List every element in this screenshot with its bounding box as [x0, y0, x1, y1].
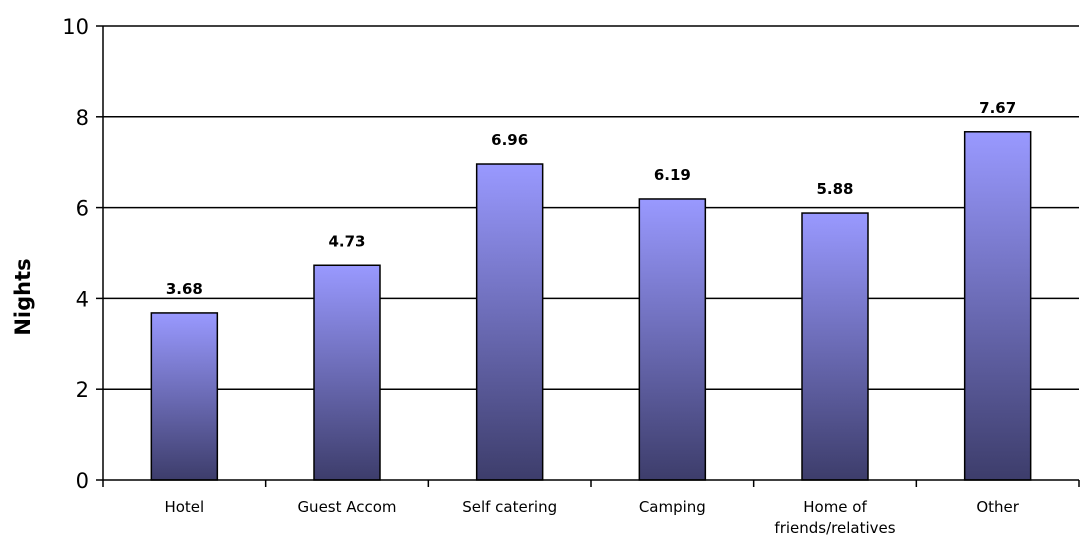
x-category-label: Other: [976, 498, 1019, 516]
y-tick-label: 4: [76, 287, 89, 311]
data-label: 3.68: [166, 280, 203, 298]
y-tick-label: 8: [76, 106, 89, 130]
data-label: 6.96: [491, 131, 528, 149]
x-category-label: Camping: [639, 498, 706, 516]
data-label: 6.19: [654, 166, 691, 184]
data-label: 4.73: [328, 232, 365, 250]
x-category-label: Hotel: [164, 498, 204, 516]
y-tick-label: 6: [76, 197, 89, 221]
data-label: 7.67: [979, 99, 1016, 117]
y-axis-title: Nights: [11, 258, 35, 335]
data-label: 5.88: [816, 180, 853, 198]
y-tick-label: 2: [76, 378, 89, 402]
x-category-label: Home of friends/relatives: [774, 498, 895, 537]
bar: [150, 312, 219, 481]
x-category-label: Guest Accom: [297, 498, 396, 516]
bar: [638, 198, 707, 481]
bar: [963, 131, 1032, 481]
bars: [150, 131, 1032, 481]
labels: 0 2 4 6 8 10 3.68 Hotel 4.73 Guest Accom 6.96 Self …: [62, 15, 1020, 537]
axes: [96, 25, 1080, 487]
x-category-label: Self catering: [462, 498, 557, 516]
bar: [313, 264, 381, 481]
y-tick-label: 10: [62, 15, 89, 39]
bar: [475, 163, 544, 481]
y-tick-label: 0: [76, 469, 89, 493]
gridlines: [103, 25, 1079, 390]
bar: [801, 212, 869, 481]
